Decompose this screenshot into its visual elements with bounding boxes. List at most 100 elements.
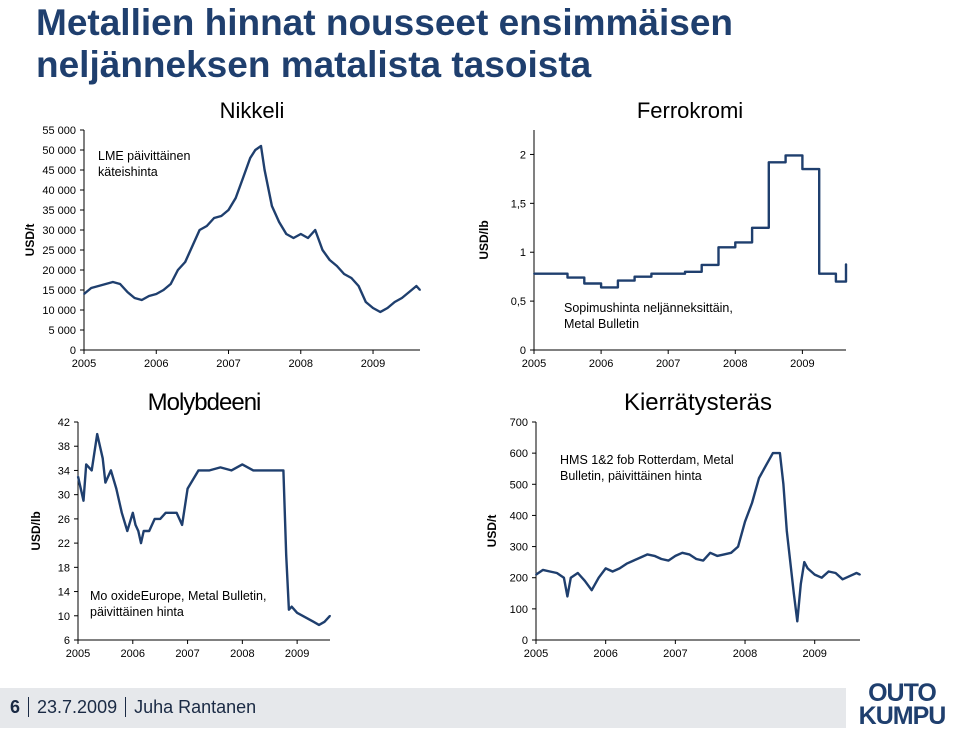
x-tick-label: 2007 bbox=[216, 358, 240, 370]
data-point bbox=[153, 518, 156, 520]
x-tick-label: 2006 bbox=[593, 648, 617, 660]
data-point bbox=[134, 524, 137, 526]
data-point bbox=[119, 283, 121, 285]
data-point bbox=[765, 464, 767, 467]
chart-ferrokromi: Ferrokromi 0 0,5 1 1,5 2 2005 2006 2007 2008 2009 U… bbox=[470, 92, 950, 377]
x-tick-label: 2009 bbox=[790, 358, 814, 370]
y-tick-label: 55 000 bbox=[42, 125, 76, 137]
y-tick-label: 15 000 bbox=[42, 285, 76, 297]
chart-annotation: käteishinta bbox=[98, 165, 158, 179]
x-tick-label: 2009 bbox=[285, 648, 309, 660]
data-point bbox=[751, 226, 753, 229]
y-tick-label: 40 000 bbox=[42, 185, 76, 197]
chart-annotation: Metal Bulletin bbox=[564, 317, 639, 331]
data-point bbox=[184, 261, 187, 263]
y-axis-label: USD/t bbox=[485, 515, 499, 548]
data-point bbox=[278, 221, 280, 223]
data-point bbox=[321, 249, 324, 251]
data-point bbox=[695, 558, 698, 560]
footer-separator bbox=[125, 697, 127, 717]
data-point bbox=[803, 561, 806, 563]
x-tick-label: 2005 bbox=[72, 358, 96, 370]
data-point bbox=[242, 177, 244, 179]
data-point bbox=[419, 289, 421, 291]
data-point bbox=[282, 469, 285, 472]
data-point bbox=[112, 281, 114, 283]
data-point bbox=[314, 229, 317, 231]
footer: 6 23.7.2009 Juha Rantanen OUTO KUMPU bbox=[0, 681, 960, 732]
data-point bbox=[148, 295, 150, 297]
data-point bbox=[653, 555, 656, 557]
data-point bbox=[328, 259, 331, 261]
data-point bbox=[285, 554, 288, 557]
data-point bbox=[796, 620, 799, 623]
footer-date: 23.7.2009 bbox=[37, 697, 118, 717]
page-number: 6 bbox=[10, 697, 21, 717]
data-point bbox=[350, 277, 353, 279]
chart-molybdeeni-svg: Molybdeeni 6 10 14 18 22 26 30 34 38 42 2005 2006 200… bbox=[29, 389, 331, 660]
data-point bbox=[205, 225, 208, 227]
data-point bbox=[566, 276, 569, 279]
data-point bbox=[590, 589, 593, 592]
data-point bbox=[660, 558, 663, 560]
y-tick-label: 200 bbox=[510, 573, 528, 585]
data-point bbox=[702, 559, 705, 562]
x-tick-label: 2007 bbox=[175, 648, 199, 660]
chart-annotation: päivittäinen hinta bbox=[90, 605, 184, 619]
data-point bbox=[169, 283, 172, 285]
chart-nikkeli: Nikkeli 0 5 000 10 000 15 000 20 000 25 000 30 … bbox=[0, 92, 470, 377]
y-tick-label: 0 bbox=[520, 345, 526, 357]
chart-kierratysteras-svg: Kierrätysteräs 0 100 200 300 400 500 600 700 2005… bbox=[485, 389, 861, 660]
y-tick-label: 700 bbox=[510, 417, 528, 429]
data-point bbox=[230, 469, 233, 472]
data-point bbox=[170, 511, 173, 514]
data-point bbox=[110, 469, 112, 472]
y-tick-label: 2 bbox=[520, 149, 526, 161]
data-point bbox=[779, 452, 781, 454]
data-point bbox=[767, 161, 770, 164]
chart-title: Nikkeli bbox=[220, 98, 285, 123]
data-point bbox=[252, 469, 255, 472]
x-tick-label: 2007 bbox=[663, 648, 687, 660]
data-point bbox=[104, 481, 107, 484]
x-tick-label: 2006 bbox=[144, 358, 168, 370]
data-point bbox=[772, 452, 774, 454]
data-point bbox=[751, 502, 753, 504]
data-point bbox=[140, 542, 142, 544]
data-point bbox=[859, 573, 861, 576]
data-point bbox=[674, 555, 677, 557]
outokumpu-logo: OUTO KUMPU bbox=[846, 681, 958, 730]
data-point bbox=[357, 285, 360, 287]
chart-kierratysteras: Kierrätysteräs 0 100 200 300 400 500 600 700 2005… bbox=[470, 382, 950, 672]
data-point bbox=[533, 272, 535, 275]
data-point bbox=[583, 282, 586, 285]
slide-title-line2: neljänneksen matalista tasoista bbox=[36, 44, 592, 85]
data-point bbox=[646, 553, 649, 556]
data-point bbox=[604, 567, 607, 570]
data-point bbox=[709, 551, 712, 554]
chart-title: Kierrätysteräs bbox=[624, 389, 772, 416]
data-point bbox=[813, 573, 816, 576]
data-point bbox=[155, 293, 158, 295]
y-tick-label: 30 bbox=[58, 490, 70, 502]
data-point bbox=[97, 285, 100, 287]
data-point bbox=[611, 570, 614, 573]
y-tick-label: 500 bbox=[510, 479, 528, 491]
slide-title-line1: Metallien hinnat nousseet ensimmäisen bbox=[36, 2, 734, 43]
data-point bbox=[632, 559, 635, 562]
data-point bbox=[569, 576, 572, 579]
data-point bbox=[855, 572, 858, 574]
series-line bbox=[534, 154, 848, 289]
slide-title: Metallien hinnat nousseet ensimmäisen ne… bbox=[36, 2, 733, 86]
y-axis-label: USD/lb bbox=[477, 220, 491, 259]
x-tick-label: 2007 bbox=[656, 358, 680, 370]
data-point bbox=[583, 579, 586, 582]
data-point bbox=[301, 614, 304, 617]
y-tick-label: 22 bbox=[58, 538, 70, 550]
data-point bbox=[415, 285, 418, 287]
data-point bbox=[96, 433, 99, 435]
y-tick-label: 18 bbox=[58, 562, 70, 574]
data-point bbox=[784, 154, 787, 157]
x-tick-label: 2008 bbox=[723, 358, 747, 370]
data-point bbox=[263, 169, 266, 171]
